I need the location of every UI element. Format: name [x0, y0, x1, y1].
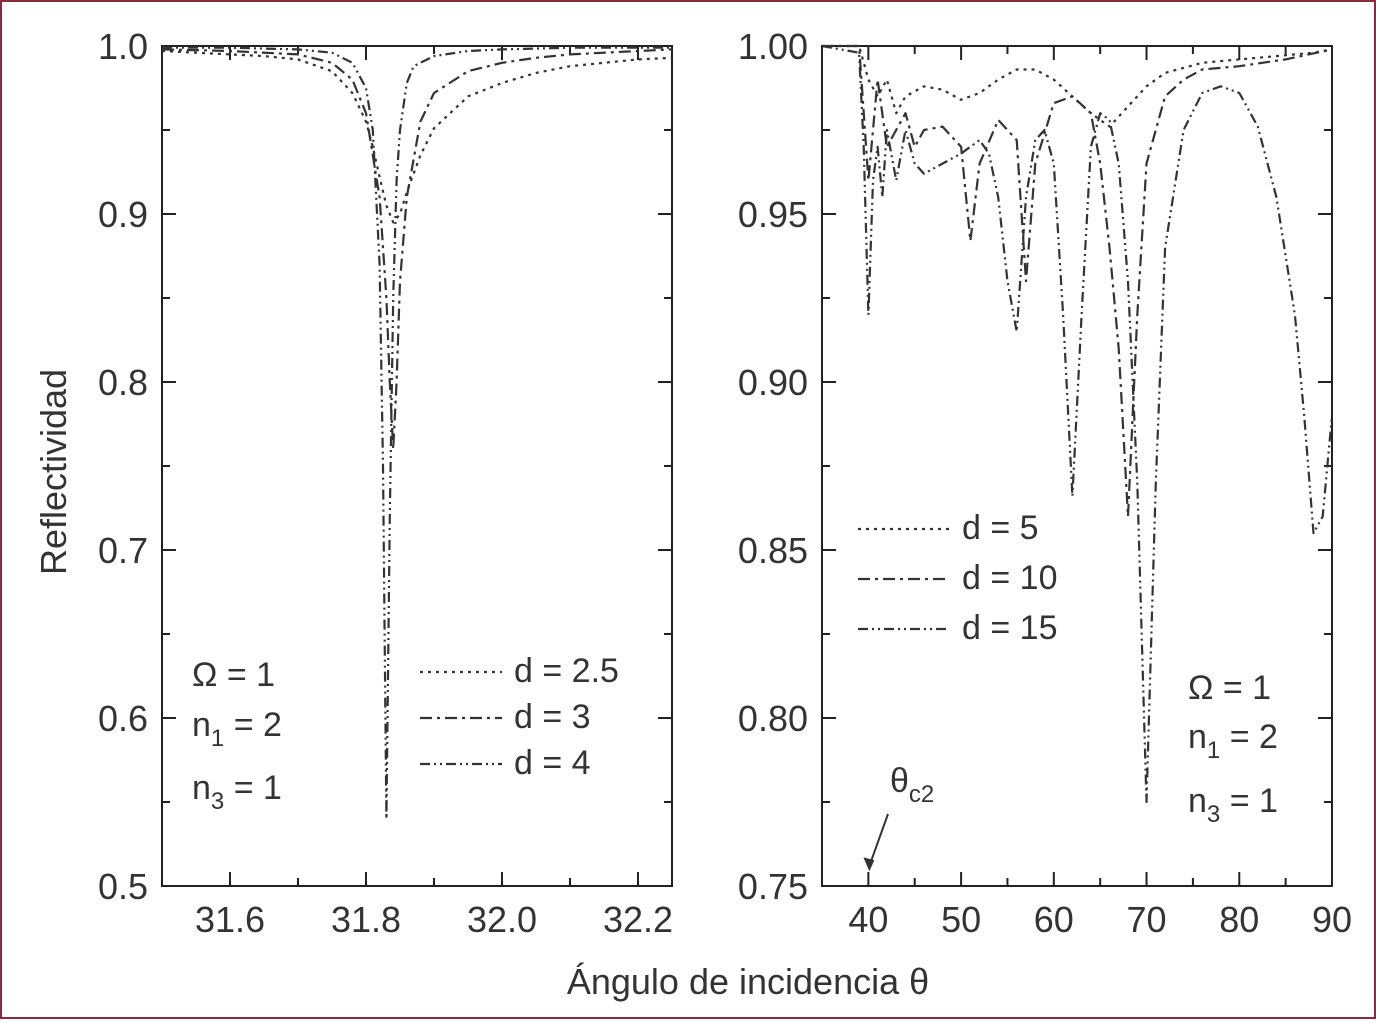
- left-panel: 31.6 31.8 32.0 32.2 0.5 0.6 0.7 0.8 0.9 1.0 d = 2.…: [98, 26, 673, 940]
- y-tick-label: 0.6: [98, 698, 148, 739]
- x-tick-label: 31.6: [195, 899, 265, 940]
- series-line-1: [161, 49, 673, 224]
- x-tick-label: 90: [1312, 899, 1352, 940]
- y-tick-label: 1.00: [738, 26, 808, 67]
- x-tick-label: 50: [941, 899, 981, 940]
- x-tick-label: 31.8: [331, 899, 401, 940]
- legend-label: d = 3: [514, 698, 591, 736]
- x-tick-label: 60: [1034, 899, 1074, 940]
- x-tick-label: 32.2: [603, 899, 673, 940]
- x-axis-label: Ángulo de incidencia θ: [567, 961, 929, 1002]
- n3-annotation: n3 = 1: [192, 769, 282, 815]
- series-line-2: [822, 44, 1333, 518]
- n3-annotation: n3 = 1: [1188, 782, 1278, 828]
- x-tick-label: 32.0: [467, 899, 537, 940]
- series-line-3: [162, 46, 672, 820]
- y-tick-label: 0.5: [98, 866, 148, 907]
- y-axis-label: Reflectividad: [33, 369, 74, 575]
- legend-label: d = 4: [514, 744, 591, 782]
- plot-frame: [161, 45, 673, 887]
- y-tick-label: 0.95: [738, 194, 808, 235]
- theta-c2-annotation: θc2: [890, 762, 934, 808]
- y-tick-label: 0.8: [98, 362, 148, 403]
- series-line-2: [161, 48, 673, 451]
- series-line-1: [822, 44, 1333, 128]
- y-tick-label: 0.75: [738, 866, 808, 907]
- legend-label: d = 2.5: [514, 652, 619, 690]
- legend-label: d = 10: [962, 559, 1057, 597]
- right-panel: 40 50 60 70 80 90 0.75 0.80 0.85 0.90 0.95 1.00 d = …: [738, 26, 1352, 940]
- n1-annotation: n1 = 2: [1188, 718, 1278, 764]
- y-tick-label: 0.80: [738, 698, 808, 739]
- y-tick-label: 0.85: [738, 530, 808, 571]
- plot-frame: [821, 45, 1333, 887]
- legend-label: d = 5: [962, 509, 1039, 547]
- y-tick-label: 0.90: [738, 362, 808, 403]
- theta-c2-arrow: [869, 813, 889, 864]
- n1-annotation: n1 = 2: [192, 706, 282, 752]
- y-tick-label: 0.9: [98, 194, 148, 235]
- y-tick-label: 1.0: [98, 26, 148, 67]
- x-tick-label: 80: [1219, 899, 1259, 940]
- x-tick-label: 40: [848, 899, 888, 940]
- theta-c2-arrowhead: [863, 857, 875, 872]
- x-tick-label: 70: [1127, 899, 1167, 940]
- omega-annotation: Ω = 1: [192, 656, 275, 694]
- omega-annotation: Ω = 1: [1188, 669, 1271, 707]
- legend-label: d = 15: [962, 609, 1057, 647]
- y-tick-label: 0.7: [98, 530, 148, 571]
